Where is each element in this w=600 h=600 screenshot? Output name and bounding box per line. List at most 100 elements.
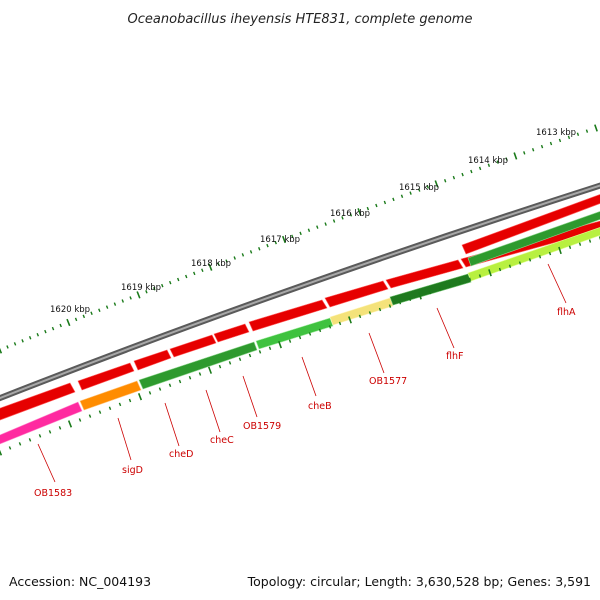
minor-tick	[228, 361, 232, 365]
minor-tick	[588, 239, 592, 243]
gene-label[interactable]: flhF	[446, 351, 463, 362]
gene-label[interactable]: flhA	[557, 307, 576, 318]
gene-block-cheD[interactable]	[138, 341, 258, 390]
minor-tick	[531, 148, 535, 152]
cds-arrow[interactable]	[248, 299, 328, 332]
major-tick	[513, 152, 518, 160]
minor-tick	[478, 274, 482, 278]
minor-tick	[528, 258, 532, 262]
kbp-label: 1619 kbp	[121, 283, 161, 293]
major-tick	[418, 292, 422, 300]
gene-label[interactable]: OB1583	[34, 488, 72, 499]
minor-tick	[178, 379, 182, 384]
minor-tick	[198, 372, 202, 376]
minor-tick	[478, 166, 482, 171]
minor-tick	[193, 271, 196, 276]
minor-tick	[383, 200, 387, 205]
major-tick	[357, 208, 362, 216]
minor-tick	[82, 314, 86, 319]
minor-tick	[113, 302, 117, 306]
major-tick	[67, 420, 73, 428]
cds-arrow[interactable]	[169, 334, 217, 358]
topology-summary-text: Topology: circular; Length: 3,630,528 bp…	[247, 574, 591, 589]
gene-block-OB1579[interactable]	[255, 317, 334, 350]
cds-arrow[interactable]	[0, 382, 76, 421]
gene-label[interactable]: OB1577	[369, 376, 407, 387]
reverse-gene-track	[0, 210, 600, 446]
kbp-label: 1618 kbp	[191, 259, 231, 269]
minor-tick	[328, 325, 332, 329]
gene-label[interactable]: sigD	[122, 465, 143, 476]
minor-tick	[558, 138, 562, 143]
major-tick	[137, 393, 143, 401]
gene-label[interactable]: cheB	[308, 401, 332, 412]
minor-tick	[258, 350, 262, 354]
minor-tick	[470, 169, 473, 174]
minor-tick	[426, 185, 430, 189]
minor-tick	[38, 434, 42, 438]
gene-block-OB1583[interactable]	[0, 401, 83, 446]
minor-tick	[6, 345, 9, 349]
minor-tick	[538, 254, 542, 259]
minor-tick	[98, 308, 101, 312]
gene-block-sigD[interactable]	[79, 380, 142, 411]
minor-tick	[288, 339, 292, 343]
kbp-label: 1620 kbp	[50, 305, 90, 315]
gene-label[interactable]: OB1579	[243, 421, 281, 432]
cds-arrow[interactable]	[385, 259, 464, 289]
cds-arrow[interactable]	[133, 349, 172, 371]
minor-tick	[298, 335, 302, 340]
cds-arrow[interactable]	[461, 193, 600, 255]
inner-tick-ring	[0, 236, 600, 456]
cds-arrow[interactable]	[77, 362, 135, 391]
minor-tick	[388, 304, 392, 308]
gene-block-OB1577[interactable]	[329, 297, 394, 326]
minor-tick	[349, 213, 353, 217]
minor-tick	[188, 375, 192, 380]
gene-label[interactable]: cheC	[210, 435, 234, 446]
minor-tick	[28, 336, 32, 340]
minor-tick	[129, 296, 132, 300]
minor-tick	[248, 353, 252, 358]
minor-tick	[128, 398, 132, 403]
minor-tick	[266, 243, 269, 248]
minor-tick	[201, 268, 204, 273]
gene-leader-lines	[37, 263, 567, 483]
minor-tick	[18, 442, 22, 446]
minor-tick	[28, 438, 32, 442]
gene-block-flhF[interactable]	[389, 273, 472, 306]
minor-tick	[318, 328, 322, 333]
cds-arrow[interactable]	[213, 323, 250, 343]
minor-tick	[176, 277, 180, 282]
minor-tick	[184, 274, 188, 279]
minor-tick	[161, 283, 164, 288]
cds-arrow[interactable]	[324, 280, 389, 308]
minor-tick	[508, 264, 512, 269]
minor-tick	[409, 191, 412, 195]
minor-tick	[307, 228, 311, 232]
gene-label[interactable]: cheD	[169, 449, 193, 460]
minor-tick	[44, 329, 47, 334]
minor-tick	[217, 262, 220, 266]
kbp-label: 1613 kbp	[536, 128, 576, 138]
minor-tick	[468, 277, 472, 282]
major-tick	[434, 180, 439, 188]
minor-tick	[168, 280, 172, 285]
gene-block-top-green[interactable]	[467, 210, 600, 267]
minor-tick	[153, 286, 156, 291]
minor-tick	[158, 387, 162, 391]
major-tick	[0, 449, 3, 456]
minor-tick	[487, 163, 491, 168]
minor-tick	[358, 314, 362, 319]
kbp-label: 1617 kbp	[260, 235, 300, 245]
major-tick	[594, 124, 598, 132]
map-title: Oceanobacillus iheyensis HTE831, complet…	[128, 12, 473, 27]
major-tick	[278, 341, 282, 349]
minor-tick	[375, 203, 378, 208]
minor-tick	[366, 206, 370, 211]
major-tick	[558, 246, 562, 255]
minor-tick	[332, 219, 336, 223]
minor-tick	[585, 129, 589, 133]
minor-tick	[145, 290, 148, 294]
